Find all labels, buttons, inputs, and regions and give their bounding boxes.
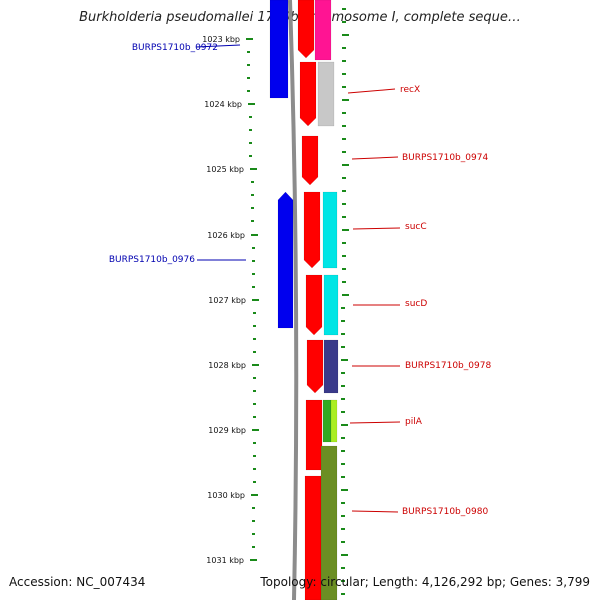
tick-label: 1025 kbp: [206, 165, 244, 174]
gene-label-forward[interactable]: BURPS1710b_0976: [109, 255, 195, 265]
forward-gene-bar[interactable]: [269, 0, 289, 99]
gene-labels: BURPS1710b_0972 BURPS1710b_0976 recX BURPS1…: [109, 43, 492, 517]
gene-label-reverse[interactable]: BURPS1710b_0974: [402, 153, 488, 163]
forward-gene-bar[interactable]: [277, 191, 294, 329]
reverse-strand-bar[interactable]: [305, 399, 323, 471]
label-leader-line: [352, 227, 401, 230]
reverse-gene-bar[interactable]: [322, 191, 338, 269]
gene-label-reverse[interactable]: BURPS1710b_0978: [405, 361, 491, 371]
tick-label: 1029 kbp: [208, 426, 246, 435]
reverse-gene-bar[interactable]: [320, 445, 338, 600]
genome-summary-text: Topology: circular; Length: 4,126,292 bp…: [260, 575, 590, 589]
tick-label: 1031 kbp: [206, 556, 244, 565]
label-leader-line: [349, 421, 401, 424]
scale-ticks: 1023 kbp 1024 kbp 1025 kbp 1026 kbp 1027 kbp…: [202, 8, 349, 595]
reverse-gene-bar[interactable]: [314, 0, 332, 61]
reverse-strand-bar[interactable]: [306, 339, 324, 394]
gene-label-reverse[interactable]: recX: [400, 85, 420, 95]
gene-label-forward[interactable]: BURPS1710b_0972: [132, 43, 218, 53]
gene-label-reverse[interactable]: sucC: [405, 222, 427, 232]
label-leader-line: [347, 88, 396, 94]
label-leader-line: [195, 44, 241, 48]
gene-tracks: [269, 0, 339, 600]
reverse-strand-bar[interactable]: [299, 61, 317, 127]
label-leader-line: [351, 156, 399, 160]
reverse-gene-bar[interactable]: [323, 339, 339, 394]
chromosome-backbone: [288, 0, 299, 600]
tick-label: 1027 kbp: [208, 296, 246, 305]
reverse-gene-bar[interactable]: [330, 399, 338, 443]
gene-label-reverse[interactable]: BURPS1710b_0980: [402, 507, 488, 517]
tick-label: 1030 kbp: [207, 491, 245, 500]
reverse-strand-bar[interactable]: [305, 274, 323, 336]
reverse-strand-bar[interactable]: [301, 135, 319, 186]
reverse-strand-bar[interactable]: [303, 191, 321, 269]
gene-label-reverse[interactable]: sucD: [405, 299, 427, 309]
reverse-strand-bar[interactable]: [297, 0, 315, 59]
reverse-gene-bar[interactable]: [317, 61, 335, 127]
tick-label: 1026 kbp: [207, 231, 245, 240]
reverse-gene-bar[interactable]: [323, 274, 339, 336]
tick-label: 1024 kbp: [204, 100, 242, 109]
tick-label: 1028 kbp: [208, 361, 246, 370]
reverse-gene-bar[interactable]: [322, 399, 332, 443]
gene-label-reverse[interactable]: pilA: [405, 417, 423, 427]
tick-label: 1023 kbp: [202, 35, 240, 44]
label-leader-line: [351, 510, 399, 513]
accession-text: Accession: NC_007434: [9, 575, 146, 589]
reverse-strand-bar[interactable]: [304, 475, 322, 600]
